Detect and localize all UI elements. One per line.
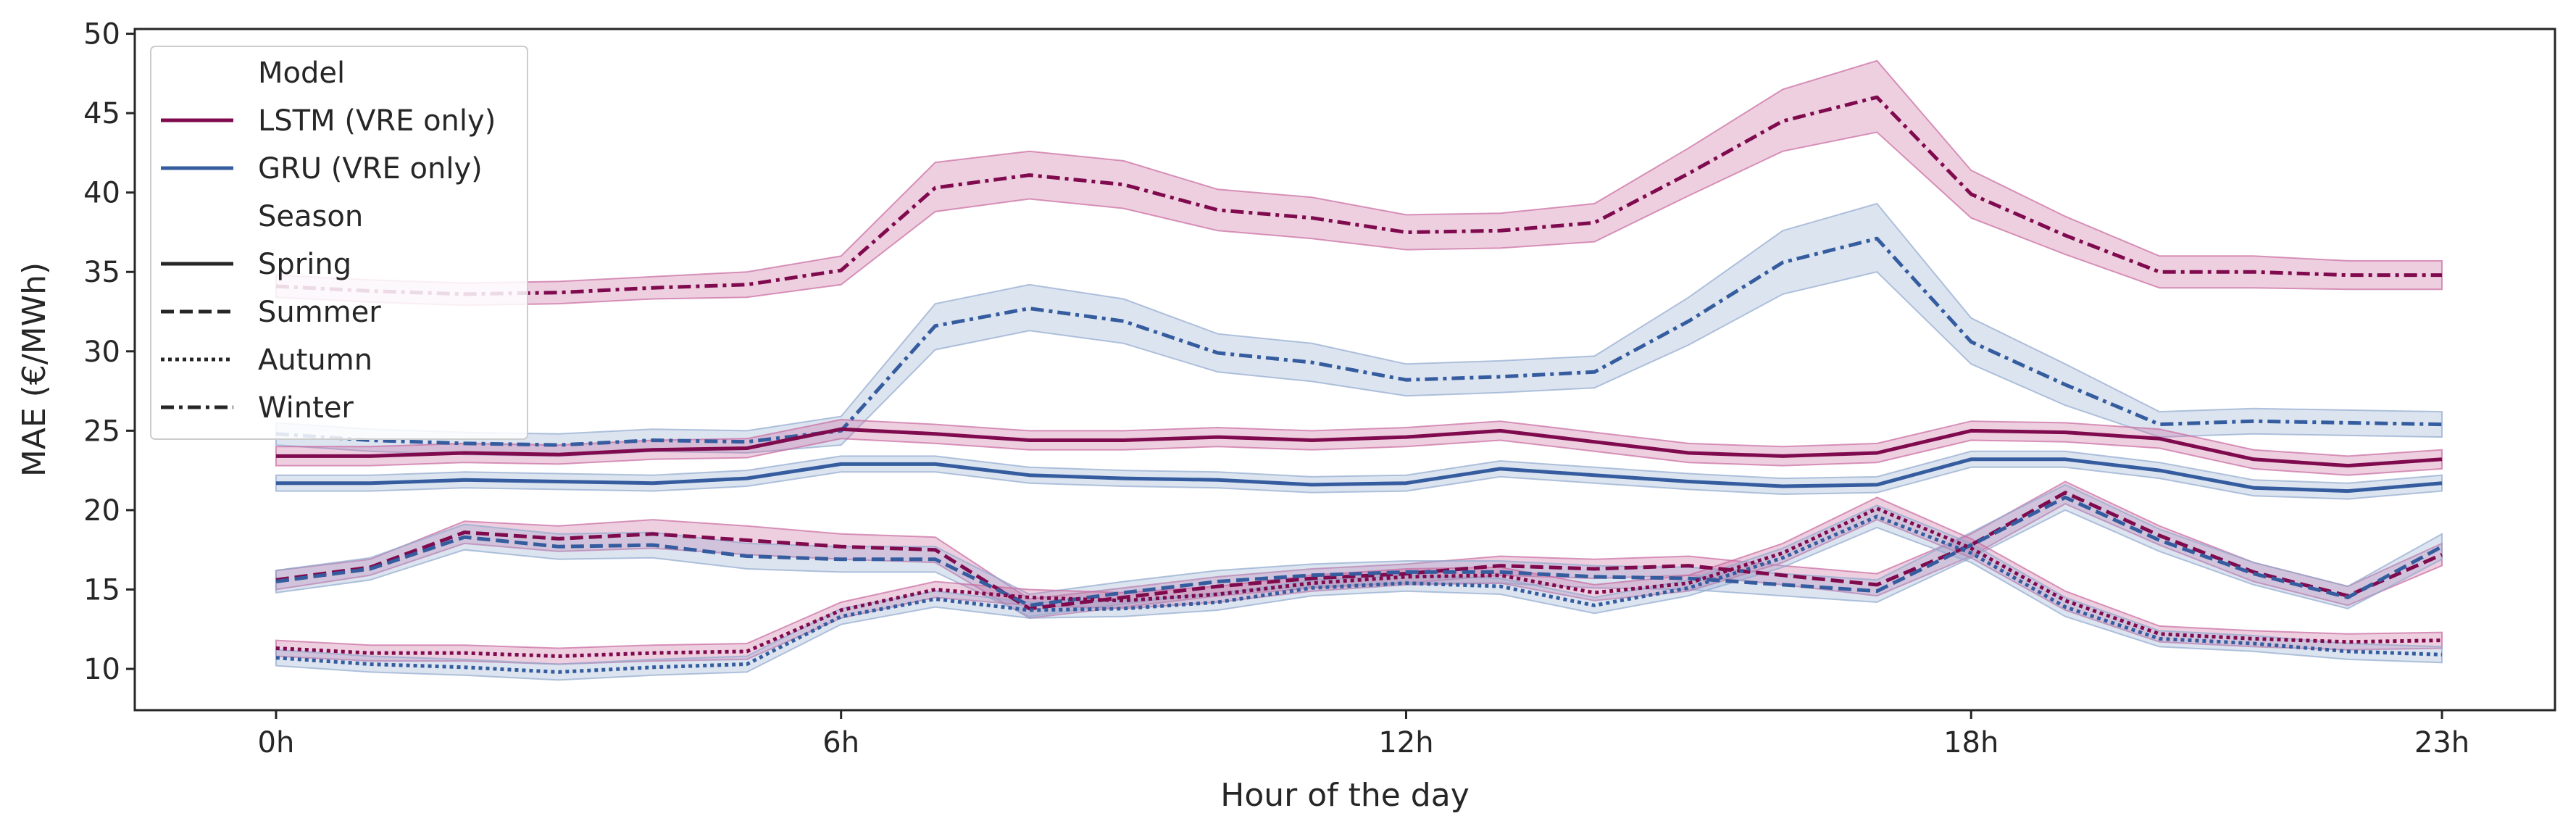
y-tick-label: 40: [83, 177, 120, 210]
line-lstm-autumn: [275, 507, 2443, 658]
band-gru-autumn: [275, 504, 2443, 681]
legend-label-lstm: LSTM (VRE only): [258, 104, 496, 138]
line-gru-summer: [275, 495, 2443, 607]
y-tick-label: 20: [83, 494, 120, 528]
x-tick-label: 23h: [2414, 726, 2469, 759]
y-tick-label: 15: [83, 573, 120, 607]
band-lstm-summer: [275, 480, 2443, 619]
line-lstm-spring: [275, 427, 2443, 468]
confidence-bands: [275, 59, 2443, 681]
y-axis-title: MAE (€/MWh): [16, 262, 53, 477]
y-tick-label: 25: [83, 415, 120, 448]
band-gru-summer: [275, 483, 2443, 617]
line-gru-spring: [275, 457, 2443, 494]
y-tick-label: 35: [83, 256, 120, 289]
band-lstm-winter: [275, 59, 2443, 307]
y-tick-label: 50: [83, 18, 120, 51]
legend-title-season: Season: [258, 200, 363, 233]
y-tick-label: 30: [83, 336, 120, 369]
legend-label-spring: Spring: [258, 248, 351, 281]
x-axis: 0h 6h 12h 18h 23h: [258, 710, 2469, 759]
legend-label-autumn: Autumn: [258, 343, 372, 377]
legend: Model LSTM (VRE only) GRU (VRE only) Sea…: [150, 46, 528, 440]
series-lines: [275, 95, 2443, 674]
x-tick-label: 18h: [1943, 726, 1998, 759]
legend-box: [150, 46, 528, 440]
y-tick-label: 10: [83, 653, 120, 686]
legend-label-gru: GRU (VRE only): [258, 152, 483, 186]
y-axis: 10 15 20 25 30 35 40 45 50: [83, 18, 135, 686]
x-tick-label: 12h: [1378, 726, 1433, 759]
band-gru-spring: [275, 450, 2443, 500]
legend-label-summer: Summer: [258, 296, 381, 329]
x-tick-label: 6h: [822, 726, 859, 759]
line-lstm-summer: [275, 491, 2443, 611]
line-gru-winter: [275, 236, 2443, 447]
line-lstm-winter: [275, 95, 2442, 296]
plot-frame: [133, 28, 2556, 712]
y-tick-label: 45: [83, 97, 120, 130]
legend-title-model: Model: [258, 57, 345, 90]
x-tick-label: 0h: [258, 726, 295, 759]
x-axis-title: Hour of the day: [1220, 777, 1470, 814]
legend-label-winter: Winter: [258, 391, 354, 425]
